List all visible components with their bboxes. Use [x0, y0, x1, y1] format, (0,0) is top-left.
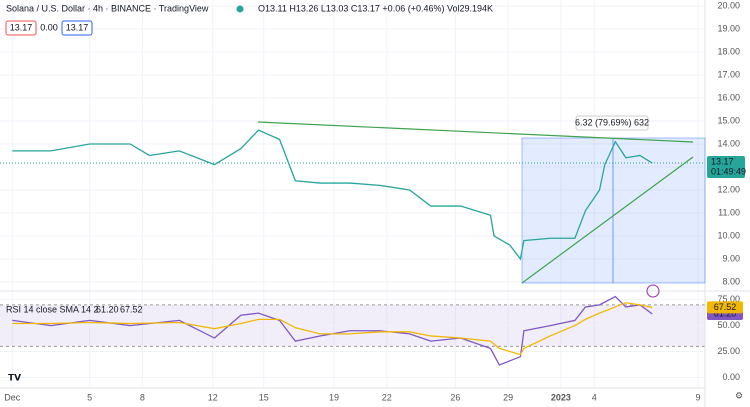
annotation: 6.32 (79.69%) 632 [575, 117, 649, 127]
spread: 0.00 [40, 22, 58, 32]
symbol-title: Solana / U.S. Dollar · 4h · BINANCE · Tr… [6, 3, 209, 13]
y-tick-label: 0.00 [722, 372, 740, 382]
x-tick-label: Dec [4, 392, 21, 402]
status-dot [236, 5, 244, 13]
trendline [521, 156, 694, 284]
logo: 𝗧𝗩 [8, 372, 21, 382]
y-tick-label: 10.00 [717, 230, 740, 240]
settings-icon[interactable]: ⚙ [735, 390, 743, 400]
value-tag [707, 301, 743, 314]
y-tick-label: 20.00 [717, 0, 740, 10]
y-tick-label: 17.00 [717, 69, 740, 79]
buy-button[interactable] [61, 20, 93, 36]
series-line [12, 129, 653, 261]
price-tag-label: 13.17 [711, 156, 734, 166]
y-tick-label: 11.00 [718, 207, 740, 217]
x-tick-label: 19 [329, 392, 339, 402]
x-tick-label: 15 [259, 392, 269, 402]
y-tick-label: 25.00 [717, 346, 740, 356]
annotation-box [575, 115, 649, 131]
x-tick-label: 29 [503, 392, 513, 402]
series-line [12, 295, 653, 366]
event-icon[interactable] [646, 284, 660, 298]
y-tick-label: 9.00 [722, 253, 740, 263]
x-tick-label: 22 [382, 392, 392, 402]
sma-value: 67.52 [120, 304, 143, 314]
rsi-value: 61.20 [96, 304, 119, 314]
x-tick-label: 4 [592, 392, 597, 402]
x-tick-label: 8 [140, 392, 145, 402]
price-tag [707, 156, 745, 179]
y-tick-label: 16.00 [717, 92, 740, 102]
countdown: 01:49:49 [711, 166, 746, 176]
buy-price: 13.17 [66, 22, 89, 32]
x-tick-label: 9 [695, 392, 700, 402]
y-tick-label: 75.00 [717, 294, 740, 304]
value-tag-label: 67.52 [714, 302, 737, 312]
y-tick-label: 18.00 [717, 46, 740, 56]
x-tick-label: 2023 [551, 392, 571, 402]
y-tick-label: 8.00 [722, 276, 740, 286]
sell-price: 13.17 [10, 22, 33, 32]
y-tick-label: 14.00 [717, 138, 740, 148]
ohlc: O13.11 H13.26 L13.03 C13.17 +0.06 (+0.46… [258, 3, 493, 13]
y-tick-label: 19.00 [717, 23, 740, 33]
x-tick-label: 5 [87, 392, 92, 402]
y-tick-label: 12.00 [717, 184, 740, 194]
x-tick-label: 12 [208, 392, 218, 402]
sell-button[interactable] [5, 20, 37, 36]
y-tick-label: 50.00 [717, 320, 740, 330]
y-tick-label: 15.00 [717, 115, 740, 125]
series-line [12, 302, 653, 356]
trendline [257, 121, 694, 143]
x-tick-label: 26 [450, 392, 460, 402]
rsi-title: RSI 14 close SMA 14 2 [6, 304, 99, 314]
